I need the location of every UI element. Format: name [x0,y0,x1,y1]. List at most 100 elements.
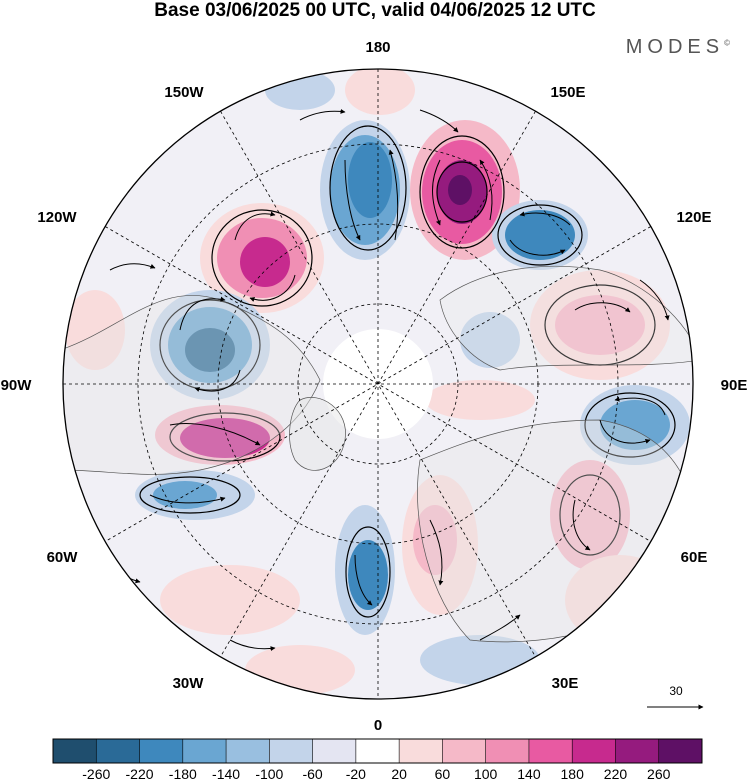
anomaly-blob-positive [425,380,535,420]
lon-label: 30E [552,675,579,692]
map-disc [63,69,693,699]
wind-vector [344,159,361,241]
colorbar-tick-label: 60 [435,766,451,782]
wind-vector [419,109,459,133]
anomaly-blob-positive [65,290,125,370]
anomaly-blob-positive [240,237,290,287]
wind-vector [169,423,261,446]
coastline-greenland [289,397,346,471]
lon-label: 0 [374,717,382,734]
wind-vector [519,211,571,226]
anomaly-blob-positive [245,645,355,695]
anomaly-blob-negative [420,635,540,685]
anomaly-blob-negative [600,400,670,450]
wind-vector [299,108,346,121]
anomaly-blob-positive [550,460,630,570]
colorbar-tick-label: 140 [517,766,541,782]
colorbar-swatch [182,739,227,763]
anomaly-blob-positive [160,565,300,635]
contour-line [345,526,391,618]
reference-vector: 30 [647,684,704,710]
contour-line [169,412,281,462]
coastline-eurasia [417,419,693,643]
anomaly-field [65,69,690,695]
brand-mark: © [724,38,730,48]
graticule [63,69,693,699]
colorbar-swatch [269,739,314,763]
colorbar-swatch [615,739,660,763]
colorbar-tick-label: 100 [474,766,498,782]
anomaly-blob-negative [460,312,520,368]
anomaly-blob-positive [448,175,472,205]
colorbar-swatch [96,739,141,763]
anomaly-blob-negative [265,70,335,110]
contour-line [159,299,261,391]
reference-vector-label: 30 [669,684,683,698]
lon-label: 90W [1,377,33,394]
colorbar-swatch [442,739,487,763]
lon-label: 60W [47,549,79,566]
colorbar: -260 -220 -180 -140 -100 -60 -20 20 60 100 140 180 2… [52,738,703,782]
anomaly-blob-negative [185,328,235,372]
contour-line [329,125,407,251]
longitude-labels: 180 150W 150E 120W 120E 90W 90E 60W 60E … [1,39,748,734]
anomaly-blob-positive [345,69,415,115]
anomaly-blob-positive [180,418,270,458]
wind-vector [234,211,276,241]
wind-vector [574,302,631,313]
wind-vector [149,494,226,504]
wind-vector [479,614,521,641]
wind-vector [109,263,156,271]
colorbar-tick-label: 20 [391,766,407,782]
colorbar-tick-label: -260 [82,766,110,782]
anomaly-blob-negative [348,142,392,218]
wind-vector [354,554,373,606]
colorbar-tick-label: 180 [561,766,585,782]
lon-label: 90E [721,377,748,394]
lon-label: 180 [365,39,390,56]
colorbar-swatch [226,739,270,763]
wind-vector [509,239,566,256]
lon-label: 120W [37,209,77,226]
colorbar-tick-label: 260 [647,766,671,782]
lon-label: 30W [173,675,205,692]
lon-label: 150W [164,84,204,101]
wind-vector [249,274,296,302]
contour-line [211,209,313,307]
contour-line [436,161,488,223]
colorbar-swatch [53,739,97,763]
lon-label: 150E [550,84,585,101]
wind-vector [388,149,399,241]
wind-vector [432,159,441,226]
colorbar-swatch [572,739,616,763]
map-boundary [62,68,694,700]
colorbar-swatch [528,739,573,763]
anomaly-blob-negative [153,481,217,509]
colorbar-swatch [312,739,357,763]
colorbar-tick-label: -60 [302,766,322,782]
coastlines [63,265,693,643]
colorbar-swatch [399,739,443,763]
contour-line [497,204,583,266]
anomaly-blob-negative [348,540,388,610]
colorbar-tick-label: 220 [604,766,628,782]
colorbar-swatch [355,739,400,763]
wind-vector [614,396,666,416]
anomaly-blob-positive [413,505,457,575]
coastline-asia-north [439,265,693,371]
colorbar-tick-label: -100 [255,766,283,782]
lon-label: 60E [681,549,708,566]
anomaly-blob-positive [555,295,645,355]
wind-vector [429,519,444,586]
colorbar-tick-label: -220 [126,766,154,782]
map-title: Base 03/06/2025 00 UTC, valid 04/06/2025… [154,0,596,21]
colorbar-swatch [658,739,703,763]
contour-line [559,474,621,556]
brand-logo: MODES© [626,36,730,59]
colorbar-tick-label: -20 [346,766,366,782]
contour-line [139,476,241,514]
brand-name: MODES [625,36,725,58]
wind-vector [229,639,276,652]
colorbar-swatch [139,739,184,763]
